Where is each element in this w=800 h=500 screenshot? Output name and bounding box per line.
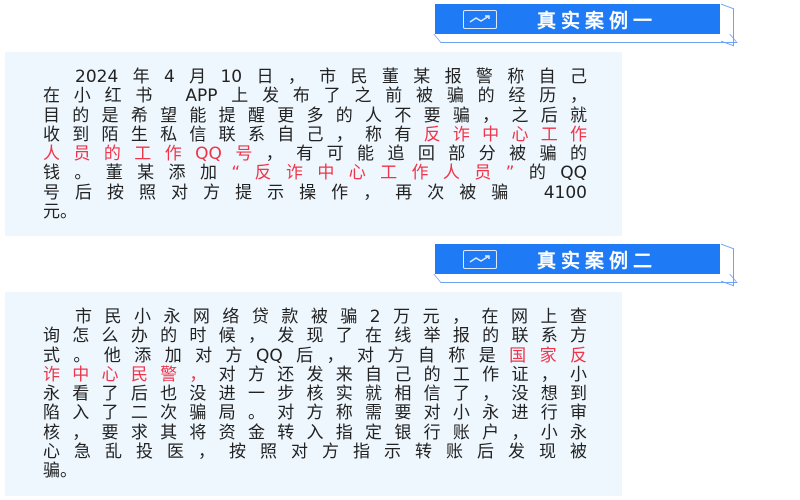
text-line: 号后按照对方提示操作，再次被骗 4100 [43,182,587,203]
case2-card: 市民小永网络贷款被骗2万元，在网上查 询怎么办的时候，发现了在线举报的联系方 式。他… [5,292,622,496]
trending-chart-icon [463,249,497,269]
text-segment: 式。他添加对方QQ后，对方自称是 [43,345,510,366]
case1-card: 2024年4月10日，市民董某报警称自己 在小红书 APP上发布了之前被骗的经历，… [5,52,622,236]
highlighted-text: 国家反 [509,345,588,366]
text-line: 骗。 [43,462,587,481]
case2-title: 真实案例二 [537,249,658,272]
text-segment: 号后按照对方提示操作，再次被骗 4100 [43,182,587,203]
trending-chart-icon [463,9,497,29]
text-segment: 2024年4月10日，市民董某报警称自己 [75,67,587,87]
text-segment: 永看了后也没进一步核实就相信了，没想到 [43,384,587,405]
highlighted-text: 人员的工作QQ号 [43,144,266,165]
text-segment: 陷入了二次骗局。对方称需要对小永进行审 [43,403,587,424]
text-segment: 市民小永网络贷款被骗2万元，在网上查 [75,307,587,327]
text-segment: 钱。董某添加 [43,163,232,184]
text-segment: 心急乱投医，按照对方指示转账后发现被 [43,442,587,463]
text-segment: 收到陌生私信联系自己，称有 [43,124,424,145]
header-3d-bottom [433,274,738,283]
case1-title: 真实案例一 [537,9,658,32]
highlighted-text: 诈中心民警， [43,364,219,385]
case2-text: 市民小永网络贷款被骗2万元，在网上查 询怎么办的时候，发现了在线举报的联系方 式。他… [43,307,588,482]
text-segment: 目的是希望能提醒更多的人不要骗，之后就 [43,105,587,126]
text-segment: 骗。 [43,461,77,482]
text-segment: 在小红书 APP上发布了之前被骗的经历， [43,86,587,107]
text-line: 2024年4月10日，市民董某报警称自己 [43,67,587,87]
text-line: 诈中心民警，对方还发来自己的工作证，小 [43,364,588,385]
case1-header: 真实案例一 [433,3,738,47]
highlighted-text: “反诈中心工作人员” [231,163,515,184]
text-line: 钱。董某添加“反诈中心工作人员”的QQ [43,164,587,183]
text-segment: 询怎么办的时候，发现了在线举报的联系方 [43,326,587,347]
text-line: 永看了后也没进一步核实就相信了，没想到 [43,385,587,404]
text-line: 询怎么办的时候，发现了在线举报的联系方 [43,327,587,346]
text-line: 在小红书 APP上发布了之前被骗的经历， [43,87,587,106]
text-segment: 的QQ [514,163,588,184]
case1-text: 2024年4月10日，市民董某报警称自己 在小红书 APP上发布了之前被骗的经历，… [43,67,588,223]
text-line: 目的是希望能提醒更多的人不要骗，之后就 [43,105,587,126]
text-segment: 对方还发来自己的工作证，小 [218,364,588,385]
text-segment: 核，要求其将资金转入指定银行账户，小永 [43,422,587,443]
case2-header: 真实案例二 [433,243,738,287]
header-3d-bottom [433,34,738,43]
text-line: 收到陌生私信联系自己，称有反诈中心工作 [43,124,588,145]
text-line: 市民小永网络贷款被骗2万元，在网上查 [43,307,587,327]
highlighted-text: 反诈中心工作 [423,124,588,145]
text-segment: ，有可能追回部分被骗的 [265,144,588,165]
text-segment: 元。 [43,202,77,223]
text-line: 陷入了二次骗局。对方称需要对小永进行审 [43,404,587,423]
text-line: 人员的工作QQ号，有可能追回部分被骗的 [43,145,587,164]
text-line: 心急乱投医，按照对方指示转账后发现被 [43,442,587,463]
text-line: 核，要求其将资金转入指定银行账户，小永 [43,422,587,443]
text-line: 元。 [43,202,587,223]
text-line: 式。他添加对方QQ后，对方自称是国家反 [43,345,588,366]
